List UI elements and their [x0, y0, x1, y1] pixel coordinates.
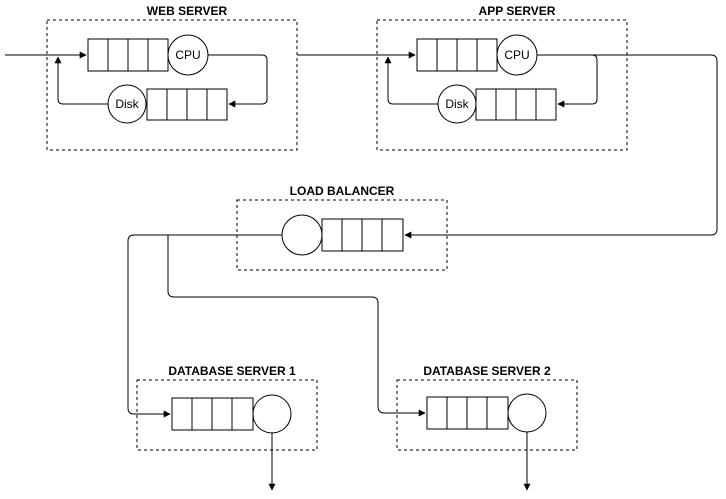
- app-cpu-queue: [417, 39, 497, 71]
- app-server-title: APP SERVER: [479, 4, 556, 18]
- web-disk-label: Disk: [115, 97, 139, 111]
- app-to-load-balancer-edge: [405, 55, 717, 235]
- load-balancer-to-db2-edge: [168, 235, 425, 413]
- web-server-node: WEB SERVER CPU Disk: [47, 4, 297, 150]
- app-disk-queue: [476, 89, 556, 120]
- web-server-title: WEB SERVER: [147, 4, 228, 18]
- app-server-node: APP SERVER CPU Disk: [377, 4, 627, 150]
- app-disk-label: Disk: [445, 97, 469, 111]
- web-server-boundary: [47, 20, 297, 150]
- db1-server: [253, 395, 291, 433]
- app-server-boundary: [377, 20, 627, 150]
- app-cpu-label: CPU: [504, 48, 529, 62]
- load-balancer-queue: [322, 219, 403, 251]
- load-balancer-title: LOAD BALANCER: [290, 184, 395, 198]
- load-balancer-server: [282, 215, 322, 255]
- database-server-1-node: DATABASE SERVER 1: [137, 364, 317, 490]
- db2-title: DATABASE SERVER 2: [423, 364, 551, 378]
- db1-title: DATABASE SERVER 1: [168, 364, 296, 378]
- load-balancer-node: LOAD BALANCER: [237, 184, 447, 270]
- db1-queue: [172, 398, 253, 430]
- web-cpu-label: CPU: [175, 48, 200, 62]
- db2-queue: [427, 397, 508, 429]
- database-server-2-node: DATABASE SERVER 2: [397, 364, 577, 490]
- load-balancer-to-db1-edge: [128, 235, 282, 414]
- web-disk-queue: [147, 89, 227, 120]
- web-cpu-queue: [88, 39, 168, 71]
- db2-server: [508, 394, 546, 432]
